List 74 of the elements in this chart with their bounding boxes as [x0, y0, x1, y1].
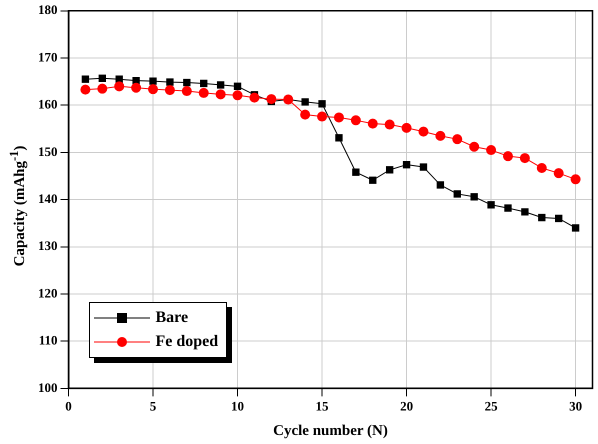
- point: [402, 122, 412, 133]
- point: [200, 80, 208, 88]
- point: [216, 81, 224, 89]
- point: [572, 224, 580, 232]
- x-tick-label: 20: [400, 398, 414, 414]
- x-axis-title: Cycle number (N): [273, 422, 388, 439]
- point: [486, 145, 496, 156]
- y-tick-label: 100: [38, 380, 58, 395]
- point: [82, 76, 90, 83]
- legend-label: Bare: [156, 309, 188, 328]
- point: [148, 84, 158, 94]
- point: [452, 134, 462, 144]
- point: [198, 88, 209, 98]
- point: [114, 81, 124, 92]
- point: [536, 162, 547, 173]
- point: [487, 201, 495, 208]
- point: [538, 214, 546, 222]
- point: [386, 166, 394, 174]
- point: [216, 89, 226, 100]
- point: [402, 160, 410, 168]
- point: [97, 84, 108, 94]
- point: [420, 163, 428, 171]
- y-tick-label: 140: [38, 190, 58, 206]
- point: [369, 176, 376, 184]
- point: [418, 126, 428, 137]
- point: [436, 181, 444, 189]
- x-tick-label: 10: [231, 398, 244, 414]
- point: [80, 84, 90, 95]
- legend-label: Fe doped: [156, 333, 218, 352]
- point: [454, 190, 461, 198]
- point: [149, 77, 157, 85]
- point: [131, 82, 142, 93]
- point: [164, 85, 175, 96]
- point: [166, 78, 174, 86]
- point: [334, 112, 344, 122]
- x-tick-label: 0: [65, 398, 72, 414]
- point: [555, 214, 562, 222]
- point: [520, 153, 530, 164]
- point: [554, 168, 564, 178]
- point: [249, 92, 260, 103]
- point: [368, 118, 378, 129]
- point: [469, 142, 480, 152]
- x-tick-label: 25: [484, 398, 498, 414]
- x-tick-label: 5: [150, 398, 157, 414]
- x-tick-label: 30: [569, 398, 582, 414]
- point: [317, 112, 328, 122]
- point: [232, 90, 243, 100]
- point: [521, 208, 529, 216]
- point: [318, 100, 326, 108]
- point: [301, 98, 309, 106]
- y-tick-label: 180: [38, 2, 58, 18]
- x-tick-label: 15: [316, 398, 330, 414]
- point: [350, 115, 361, 126]
- point: [98, 74, 106, 82]
- point: [234, 82, 242, 90]
- point: [435, 130, 446, 141]
- y-tick-label: 150: [38, 144, 58, 159]
- point: [183, 78, 191, 86]
- point: [384, 120, 395, 130]
- point: [504, 204, 512, 212]
- point: [300, 110, 310, 120]
- y-tick-label: 110: [38, 332, 58, 348]
- y-tick-label: 130: [38, 238, 58, 254]
- point: [352, 168, 360, 176]
- point: [570, 174, 581, 184]
- point: [116, 76, 123, 83]
- y-tick-label: 160: [38, 96, 58, 112]
- y-tick-label: 120: [38, 285, 58, 300]
- point: [182, 86, 192, 96]
- y-tick-label: 170: [38, 49, 58, 64]
- point: [502, 151, 513, 162]
- point: [335, 134, 343, 142]
- point: [266, 94, 276, 104]
- point: [470, 193, 478, 200]
